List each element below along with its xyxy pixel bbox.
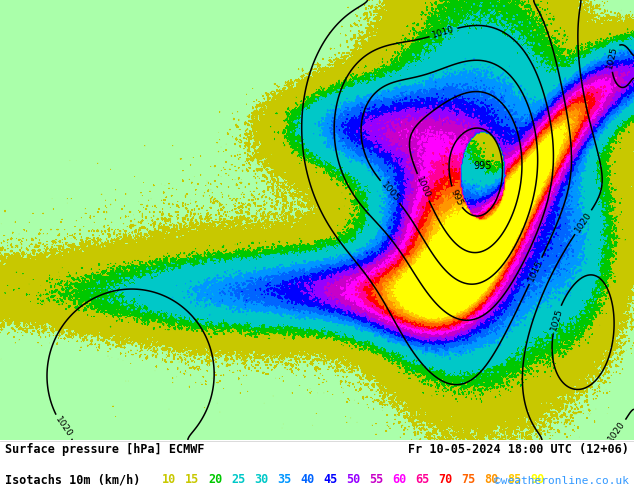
Text: 1025: 1025	[605, 45, 619, 70]
Text: 70: 70	[438, 473, 452, 486]
Text: 10: 10	[162, 473, 176, 486]
Text: 65: 65	[415, 473, 429, 486]
Text: Fr 10-05-2024 18:00 UTC (12+06): Fr 10-05-2024 18:00 UTC (12+06)	[408, 443, 629, 456]
Text: 1000: 1000	[415, 175, 432, 200]
Text: Isotachs 10m (km/h): Isotachs 10m (km/h)	[5, 473, 140, 486]
Text: 995: 995	[448, 188, 464, 207]
Text: 995: 995	[474, 161, 492, 171]
Text: 30: 30	[254, 473, 268, 486]
Text: 25: 25	[231, 473, 245, 486]
Text: 50: 50	[346, 473, 360, 486]
Text: 20: 20	[208, 473, 223, 486]
Text: 90: 90	[530, 473, 544, 486]
Text: 85: 85	[507, 473, 521, 486]
Text: 1005: 1005	[379, 180, 401, 203]
Text: 75: 75	[461, 473, 476, 486]
Text: ©weatheronline.co.uk: ©weatheronline.co.uk	[494, 476, 629, 486]
Text: 1020: 1020	[53, 415, 74, 439]
Text: 60: 60	[392, 473, 406, 486]
Text: 1020: 1020	[607, 419, 627, 443]
Text: 1015: 1015	[527, 258, 545, 283]
Text: 40: 40	[300, 473, 314, 486]
Text: 1025: 1025	[549, 307, 564, 332]
Text: 15: 15	[185, 473, 199, 486]
Text: 1020: 1020	[573, 210, 593, 234]
Text: Surface pressure [hPa] ECMWF: Surface pressure [hPa] ECMWF	[5, 443, 205, 456]
Text: 1010: 1010	[431, 24, 456, 40]
Text: 45: 45	[323, 473, 337, 486]
Text: 55: 55	[369, 473, 383, 486]
Text: 80: 80	[484, 473, 498, 486]
Text: 35: 35	[277, 473, 291, 486]
